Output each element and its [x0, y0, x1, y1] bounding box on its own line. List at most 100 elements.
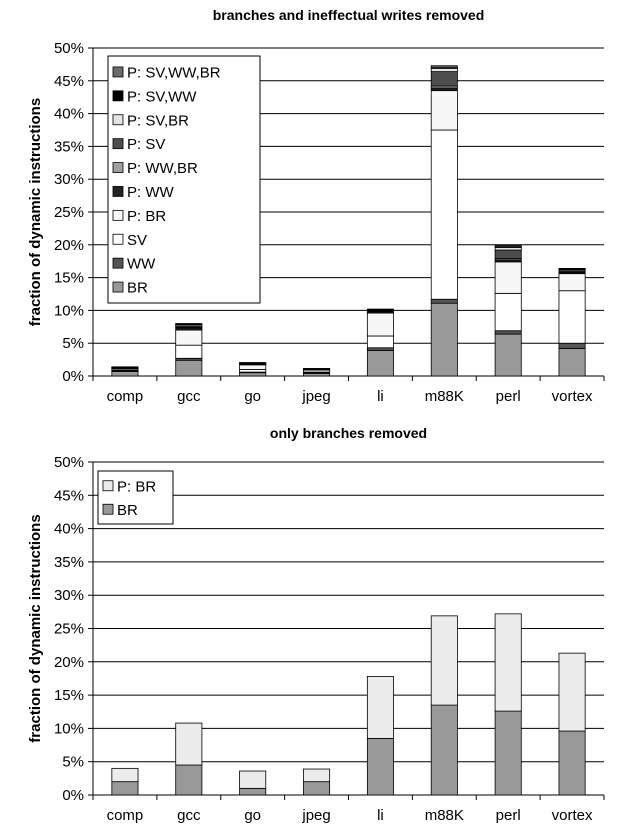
bar-segment-vortex-sv: [558, 290, 586, 344]
y-tick-label: 40%: [54, 106, 84, 123]
y-tick-label: 5%: [62, 754, 84, 771]
bar-segment-perl-p-br: [494, 613, 522, 712]
bar-segment-go-p-br: [239, 364, 267, 370]
bar-segment-m88k-sv: [430, 129, 458, 300]
bar-segment-li-br: [366, 737, 394, 796]
legend-label-p-br: P: BR: [127, 208, 166, 225]
bar-segment-perl-sv: [494, 292, 522, 332]
x-tick-label: vortex: [552, 807, 593, 824]
bar-segment-vortex-p-br: [558, 652, 586, 732]
x-tick-label: comp: [107, 807, 144, 824]
bar-segment-perl-p-br: [494, 261, 522, 294]
y-axis-label: fraction of dynamic instructions: [27, 98, 44, 326]
bar-segment-perl-br: [494, 333, 522, 377]
y-tick-label: 30%: [54, 171, 84, 188]
bar-segment-m88k-p-sv-br: [430, 67, 458, 73]
y-tick-label: 25%: [54, 204, 84, 221]
y-tick-label: 40%: [54, 521, 84, 538]
bar-segment-m88k-p-br: [430, 615, 458, 706]
y-tick-label: 0%: [62, 787, 84, 804]
y-tick-label: 20%: [54, 654, 84, 671]
legend-label-p-sv-br: P: SV,BR: [127, 112, 189, 129]
x-tick-label: li: [377, 388, 384, 405]
y-tick-label: 0%: [62, 368, 84, 385]
legend-swatch-br: [112, 281, 124, 293]
bar-segment-m88k-p-sv: [430, 71, 458, 87]
bar-segment-m88k-p-br: [430, 90, 458, 131]
x-tick-label: go: [244, 388, 261, 405]
y-tick-label: 10%: [54, 302, 84, 319]
y-tick-label: 10%: [54, 720, 84, 737]
x-tick-label: jpeg: [301, 807, 330, 824]
legend-swatch-p-sv-br: [112, 114, 124, 126]
x-tick-label: gcc: [177, 388, 201, 405]
legend-label-br: BR: [117, 502, 138, 519]
chart-only-branches: only branches removed fraction of dynamic…: [27, 425, 605, 824]
bar-segment-comp-br: [111, 781, 139, 796]
bar-segment-jpeg-br: [303, 781, 331, 796]
bar-segment-gcc-p-br: [175, 329, 203, 346]
y-tick-label: 30%: [54, 587, 84, 604]
x-tick-label: li: [377, 807, 384, 824]
bar-segment-m88k-br: [430, 302, 458, 377]
legend-swatch-p-ww-br: [112, 162, 124, 173]
legend-swatch-p-br: [112, 209, 124, 221]
bar-segment-li-sv: [366, 335, 394, 349]
legend: P: SV,WW,BR P: SV,WW P: SV,BR P: SV P: WW,BR…: [107, 55, 261, 304]
chart-title: branches and ineffectual writes removed: [213, 7, 485, 23]
bar-segment-perl-br: [494, 710, 522, 796]
y-tick-label: 15%: [54, 270, 84, 287]
bar-segment-gcc-sv: [175, 344, 203, 359]
y-tick-label: 25%: [54, 621, 84, 638]
bar-segment-gcc-p-sv-ww-br: [175, 323, 203, 325]
bar-segment-perl-ww: [494, 330, 522, 335]
legend-swatch-sv: [112, 233, 124, 245]
legend-swatch-br: [102, 503, 114, 515]
bar-segment-gcc-br: [175, 359, 203, 377]
legend-swatch-p-ww: [112, 186, 124, 197]
legend-label-p-sv: P: SV: [127, 136, 165, 153]
bar-segment-vortex-br: [558, 348, 586, 377]
legend-swatch-p-sv: [112, 138, 124, 150]
chart-branches-and-ineffectual-writes: branches and ineffectual writes removed f…: [27, 7, 605, 405]
y-tick-label: 45%: [54, 487, 84, 504]
x-tick-label: jpeg: [301, 388, 330, 405]
legend-label-p-br: P: BR: [117, 478, 156, 495]
y-tick-label: 35%: [54, 554, 84, 571]
legend-box: [97, 470, 174, 525]
legend-label-p-sv-ww: P: SV,WW: [127, 88, 197, 105]
bar-segment-go-p-br: [239, 770, 267, 789]
y-tick-label: 35%: [54, 138, 84, 155]
bar-segment-perl-p-sv-ww-br: [494, 245, 522, 248]
x-tick-label: perl: [496, 807, 521, 824]
bar-segment-go-br: [239, 372, 267, 377]
y-tick-label: 45%: [54, 73, 84, 90]
legend-swatch-p-sv-ww-br: [112, 66, 124, 78]
bar-segment-comp-p-br: [111, 767, 139, 783]
legend-swatch-p-sv-ww: [112, 90, 124, 102]
bar-segment-m88k-p-sv-ww-br: [430, 65, 458, 69]
bar-segment-li-p-br: [366, 312, 394, 337]
bar-segment-perl-p-sv: [494, 249, 522, 259]
x-tick-label: m88K: [425, 807, 464, 824]
y-tick-label: 5%: [62, 335, 84, 352]
bar-segment-comp-br: [111, 371, 139, 377]
x-tick-label: perl: [496, 388, 521, 405]
legend: P: BR BR: [97, 470, 174, 525]
bar-segment-gcc-p-br: [175, 722, 203, 766]
legend-label-sv: SV: [127, 232, 147, 249]
legend-swatch-ww: [112, 257, 124, 269]
y-tick-label: 15%: [54, 687, 84, 704]
y-tick-label: 50%: [54, 454, 84, 471]
bar-segment-vortex-p-br: [558, 273, 586, 292]
x-tick-label: m88K: [425, 388, 464, 405]
x-tick-label: go: [244, 807, 261, 824]
legend-swatch-p-br: [102, 480, 114, 492]
legend-label-br: BR: [127, 280, 148, 297]
x-tick-label: comp: [107, 388, 144, 405]
y-tick-label: 50%: [54, 40, 84, 57]
bar-segment-li-p-br: [366, 676, 394, 739]
bar-segment-vortex-ww: [558, 342, 586, 349]
bar-segment-m88k-ww: [430, 298, 458, 304]
